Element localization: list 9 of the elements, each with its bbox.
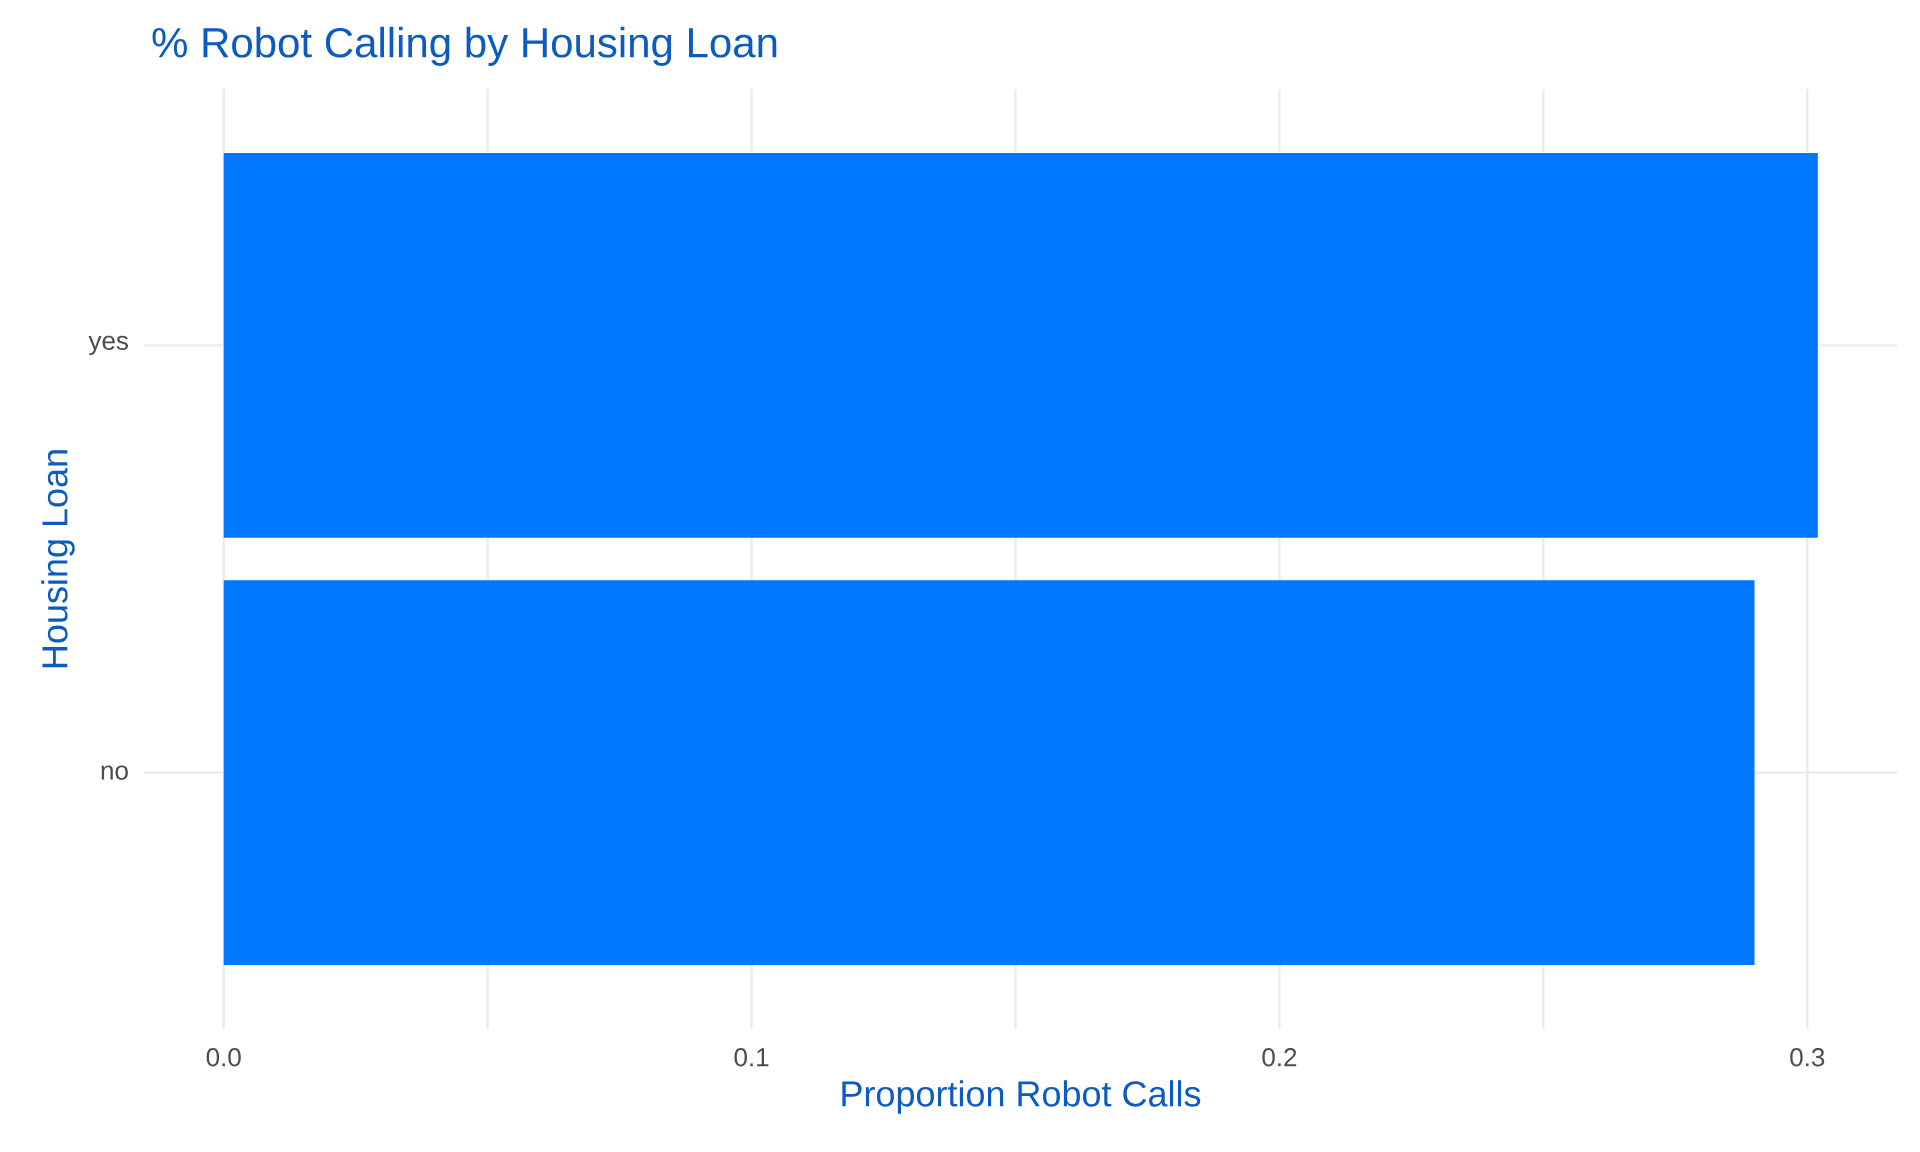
y-axis-title: Housing Loan [41, 450, 75, 668]
x-tick-label: 0.3 [1790, 1048, 1825, 1067]
x-tick-label: 0.2 [1262, 1048, 1297, 1067]
x-tick-label: 0.0 [206, 1048, 241, 1067]
x-axis-title: Proportion Robot Calls [842, 1080, 1201, 1114]
chart-title: % Robot Calling by Housing Loan [152, 26, 777, 66]
y-tick-label: yes [88, 335, 129, 356]
x-tick-label: 0.1 [734, 1048, 769, 1067]
y-tick-label: no [101, 765, 128, 780]
